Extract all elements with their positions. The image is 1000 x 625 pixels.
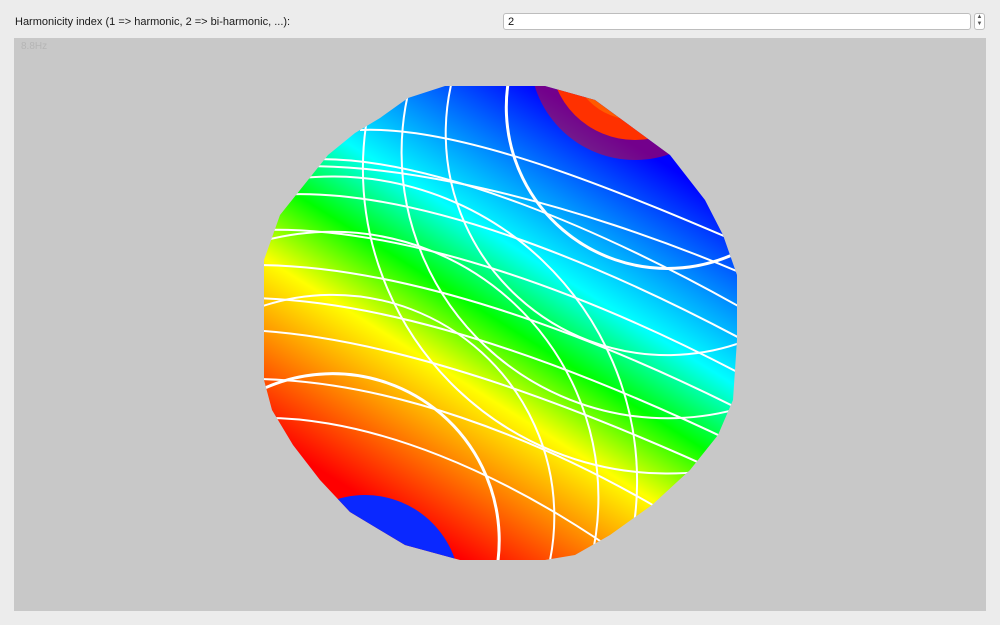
harmonicity-label: Harmonicity index (1 => harmonic, 2 => b… [15, 16, 291, 28]
contour-line [299, 158, 737, 331]
contour-line [264, 228, 737, 396]
contour-line [264, 175, 639, 560]
harmonicity-input[interactable] [504, 14, 970, 29]
disc-surface [264, 86, 737, 560]
contour-line [264, 297, 737, 466]
harmonicity-field[interactable] [503, 13, 971, 30]
contour-line [504, 86, 737, 270]
contour-line [264, 293, 556, 560]
harmonic-field-plot [264, 86, 737, 560]
chevron-down-icon[interactable]: ▼ [976, 21, 983, 27]
contour-line [264, 329, 737, 501]
chevron-up-icon[interactable]: ▲ [976, 14, 983, 20]
contour-lines [264, 86, 737, 560]
contour-line [264, 264, 737, 431]
contour-line [274, 193, 737, 361]
contour-line [359, 128, 737, 261]
contour-line [264, 372, 501, 560]
harmonicity-stepper[interactable]: ▲ ▼ [974, 13, 985, 30]
top-hot-lobe-shade [530, 86, 737, 160]
render-viewport[interactable]: 8.8Hz [14, 38, 986, 611]
contour-line [361, 86, 737, 475]
frame-rate-label: 8.8Hz [21, 41, 48, 52]
contour-line [400, 86, 737, 420]
toolbar: Harmonicity index (1 => harmonic, 2 => b… [0, 0, 1000, 38]
